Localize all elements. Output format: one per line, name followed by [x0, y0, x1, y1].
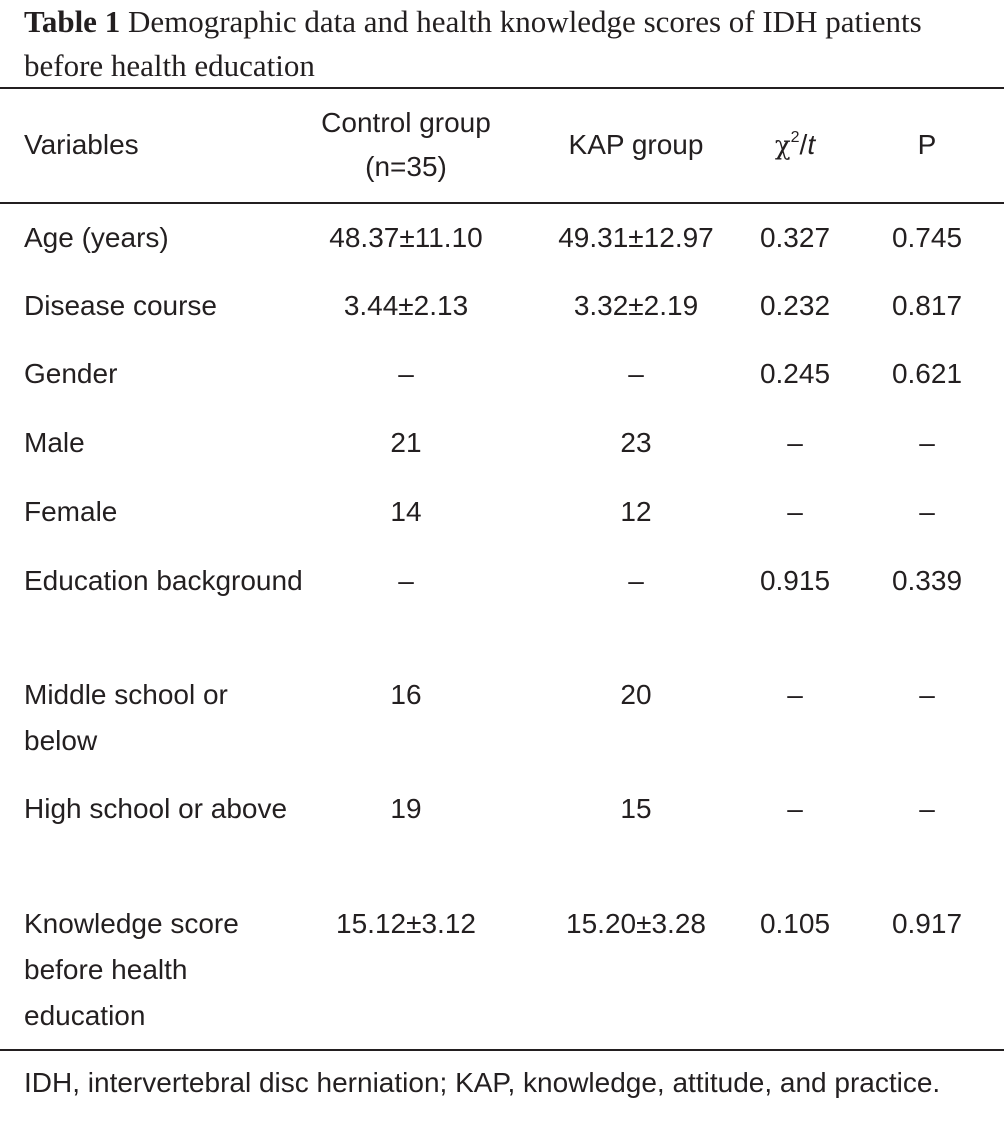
table-caption: Table 1 Demographic data and health know…: [24, 0, 984, 88]
header-control-group: Control group (n=35): [300, 101, 512, 189]
row-kap: –: [628, 358, 644, 389]
row-stat: –: [787, 496, 803, 527]
row-p: –: [919, 679, 935, 710]
row-variable: Knowledge score before health education: [24, 908, 239, 1031]
row-variable: Male: [24, 427, 85, 458]
row-variable: Age (years): [24, 222, 169, 253]
row-control: –: [398, 358, 414, 389]
row-stat: 0.915: [759, 565, 831, 596]
header-control-line1: Control group: [321, 107, 491, 138]
header-p: P: [917, 129, 937, 160]
row-kap: 20: [620, 679, 652, 710]
row-kap: 15: [620, 793, 652, 824]
row-kap: 23: [620, 427, 652, 458]
row-stat: 0.232: [759, 290, 831, 321]
row-p: –: [919, 496, 935, 527]
row-p: –: [919, 427, 935, 458]
row-control: 48.37±11.10: [329, 222, 483, 253]
row-stat: 0.245: [759, 358, 831, 389]
header-variables: Variables: [24, 129, 139, 160]
row-stat: 0.105: [759, 908, 831, 939]
row-kap: 3.32±2.19: [573, 290, 699, 321]
header-statistic: χ2/t: [740, 122, 850, 173]
row-variable: Female: [24, 496, 118, 527]
stat-slash: /: [799, 129, 808, 160]
table-footnote: IDH, intervertebral disc herniation; KAP…: [24, 1067, 941, 1098]
top-rule: [0, 87, 1004, 89]
row-stat: –: [787, 427, 803, 458]
row-control: 14: [390, 496, 422, 527]
stat-t: t: [807, 129, 816, 160]
bottom-rule: [0, 1049, 1004, 1051]
row-control: 21: [390, 427, 422, 458]
row-p: 0.621: [891, 358, 963, 389]
row-variable: Middle school or below: [24, 679, 228, 756]
row-kap: –: [628, 565, 644, 596]
row-kap: 12: [620, 496, 652, 527]
header-control-line2: (n=35): [365, 151, 447, 182]
chi-superscript: 2: [790, 129, 800, 146]
row-p: 0.917: [891, 908, 963, 939]
row-p: 0.339: [891, 565, 963, 596]
row-control: –: [398, 565, 414, 596]
row-p: 0.817: [891, 290, 963, 321]
row-variable: Education background: [24, 565, 303, 596]
chi-symbol: χ: [774, 131, 791, 161]
row-control: 19: [390, 793, 422, 824]
row-stat: 0.327: [759, 222, 831, 253]
row-control: 15.12±3.12: [336, 908, 476, 939]
row-variable: Disease course: [24, 290, 217, 321]
row-kap: 15.20±3.28: [566, 908, 706, 939]
row-p: –: [919, 793, 935, 824]
row-kap: 49.31±12.97: [558, 222, 714, 253]
row-control: 3.44±2.13: [343, 290, 469, 321]
row-stat: –: [787, 679, 803, 710]
row-stat: –: [787, 793, 803, 824]
caption-label: Table 1: [24, 4, 121, 39]
row-variable: Gender: [24, 358, 118, 389]
header-rule: [0, 202, 1004, 204]
row-control: 16: [390, 679, 422, 710]
header-kap-group: KAP group: [568, 129, 704, 160]
row-p: 0.745: [891, 222, 963, 253]
row-variable: High school or above: [24, 793, 288, 824]
caption-text: Demographic data and health knowledge sc…: [24, 4, 922, 83]
